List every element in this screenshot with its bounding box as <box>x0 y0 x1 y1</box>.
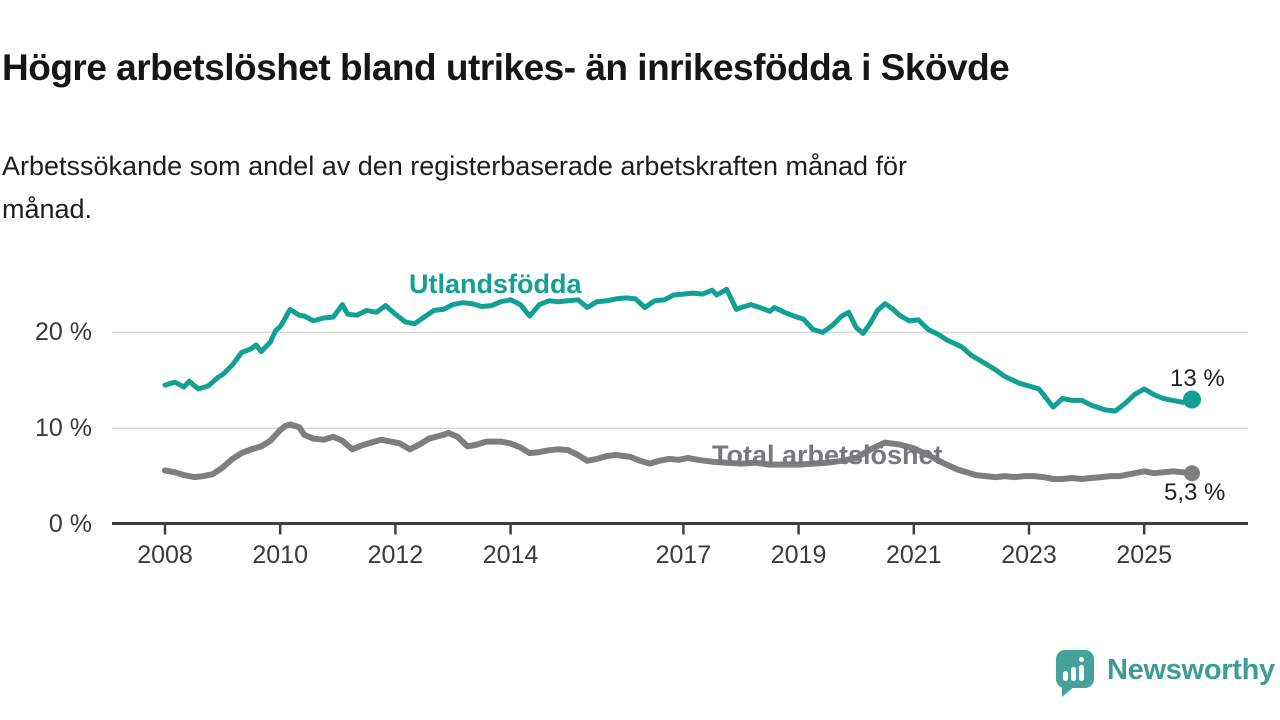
line-series-0 <box>162 286 1195 414</box>
y-axis-label-10: 10 % <box>35 414 92 443</box>
line-series-1 <box>162 421 1195 482</box>
x-axis-label-2023: 2023 <box>1001 541 1057 569</box>
end-value-label-total-unemployment: 5,3 % <box>1164 479 1226 506</box>
subtitle-line-1: Arbetssökande som andel av den registerb… <box>2 151 908 181</box>
y-axis-label-20: 20 % <box>35 318 92 347</box>
x-axis-label-2017: 2017 <box>655 541 712 569</box>
x-axis-label-2025: 2025 <box>1116 541 1172 569</box>
x-axis-label-2014: 2014 <box>482 541 539 569</box>
newsworthy-logo-text: Newsworthy <box>1107 654 1275 686</box>
end-dot-series-1 <box>1184 465 1200 482</box>
series-label-total-unemployment: Total arbetslöshet <box>712 440 943 470</box>
x-axis-label-2010: 2010 <box>252 541 308 569</box>
page-title: Högre arbetslöshet bland utrikes- än inr… <box>2 46 1010 88</box>
chart-subtitle: Arbetssökande som andel av den registerb… <box>2 145 1222 231</box>
y-axis-label-0: 0 % <box>48 510 92 538</box>
subtitle-line-2: månad. <box>2 194 93 224</box>
end-dot-series-0 <box>1183 390 1201 409</box>
x-axis-label-2019: 2019 <box>770 541 827 569</box>
series-label-foreign-born: Utlandsfödda <box>409 269 582 299</box>
x-axis-label-2012: 2012 <box>367 541 424 569</box>
newsworthy-logo: Newsworthy <box>1056 650 1275 697</box>
newsworthy-speech-bubble-icon <box>1056 650 1094 697</box>
end-value-label-foreign-born: 13 % <box>1170 365 1225 392</box>
bar-chart-glyph <box>1063 657 1084 681</box>
x-axis-label-2008: 2008 <box>137 541 193 569</box>
x-axis-label-2021: 2021 <box>885 541 942 569</box>
